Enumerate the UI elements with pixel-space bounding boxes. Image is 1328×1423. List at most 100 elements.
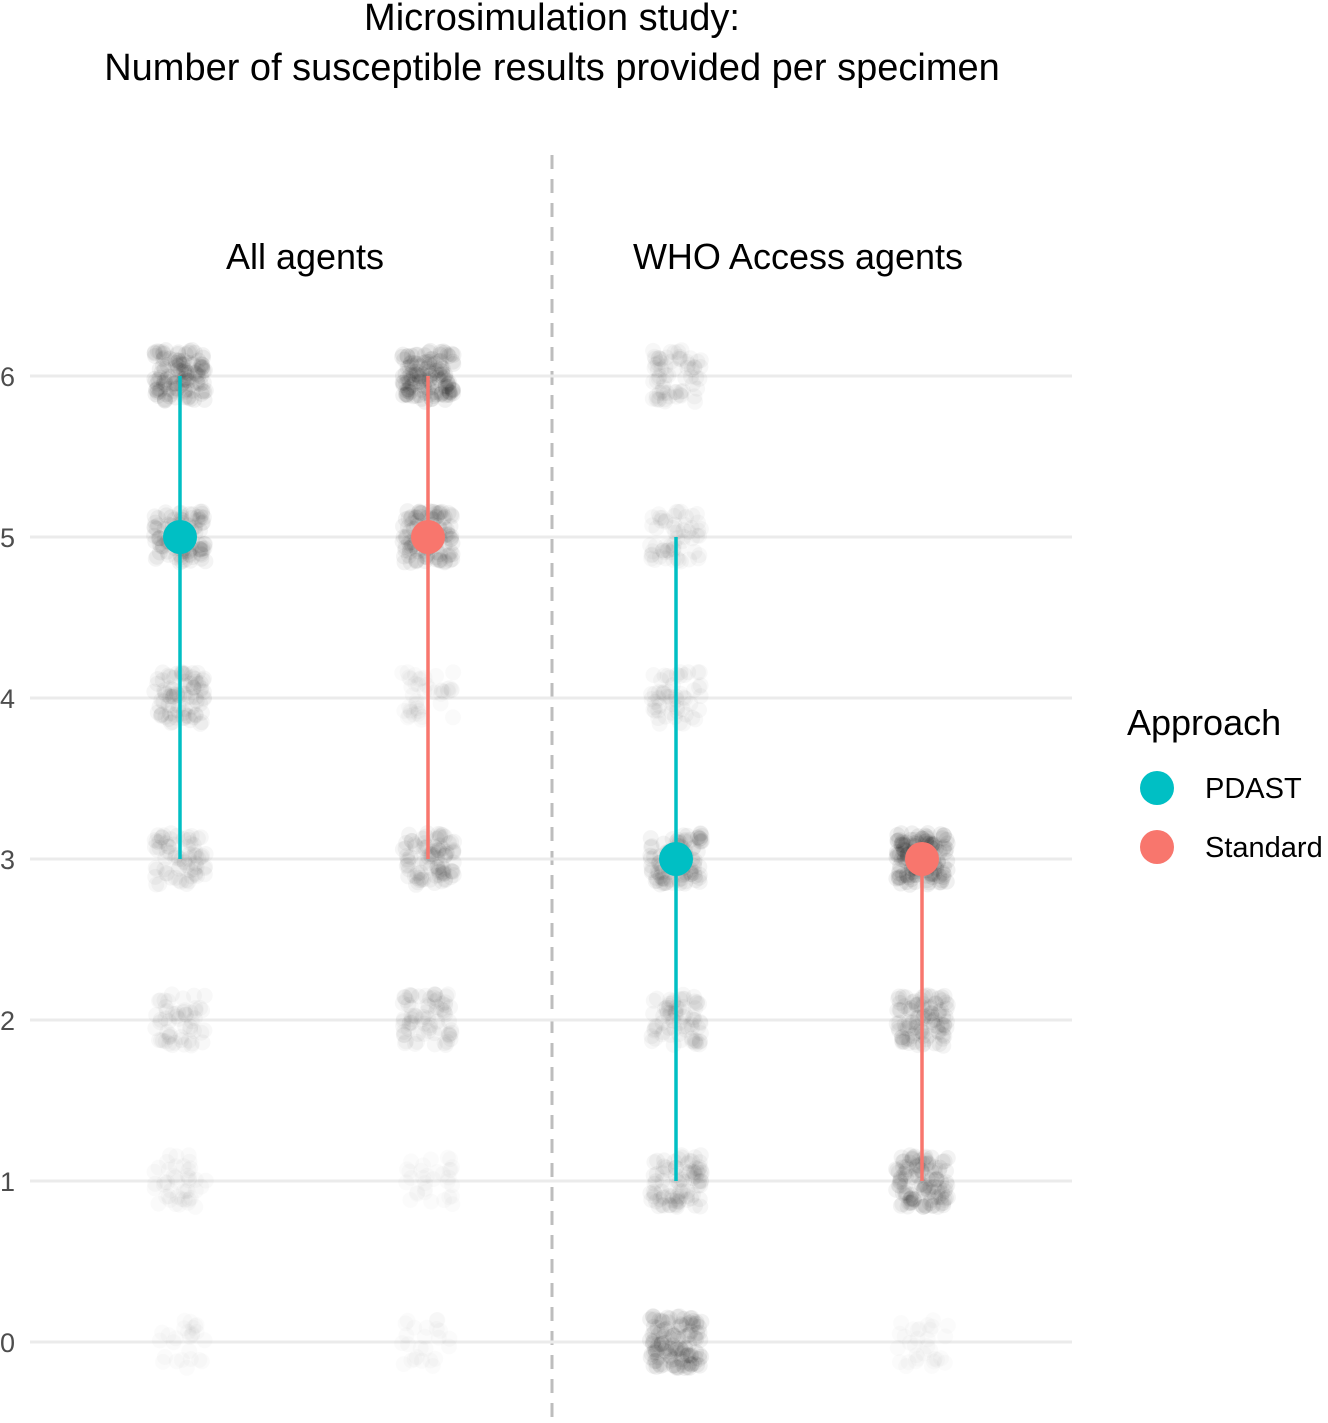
- jitter-point: [443, 530, 459, 547]
- jitter-point: [147, 386, 164, 403]
- jitter-point: [690, 1318, 707, 1335]
- jitter-point: [173, 874, 189, 890]
- jitter-point: [421, 353, 438, 370]
- jitter-point: [396, 554, 413, 571]
- jitter-point: [186, 391, 203, 408]
- jitter-point: [889, 1002, 906, 1019]
- jitter-point: [433, 359, 450, 376]
- jitter-point: [655, 875, 672, 892]
- jitter-point: [435, 866, 451, 882]
- jitter-point: [934, 1185, 951, 1202]
- jitter-point: [180, 344, 197, 361]
- jitter-point: [445, 664, 461, 680]
- jitter-point: [397, 1035, 413, 1051]
- jitter-point: [935, 827, 952, 844]
- jitter-point: [187, 364, 203, 381]
- jitter-point: [398, 529, 415, 546]
- jitter-point: [902, 1002, 919, 1019]
- jitter-point: [689, 843, 706, 860]
- jitter-point: [913, 1196, 929, 1213]
- y-tick-label-3: 3: [0, 845, 15, 875]
- jitter-point: [417, 384, 434, 401]
- jitter-point: [927, 1159, 944, 1176]
- jitter-point: [408, 387, 424, 404]
- jitter-point: [663, 344, 679, 360]
- jitter-point: [403, 347, 420, 364]
- jitter-point: [403, 354, 420, 371]
- jitter-point: [430, 505, 447, 522]
- jitter-point: [670, 1325, 687, 1342]
- jitter-point: [147, 1020, 163, 1036]
- jitter-point: [172, 356, 189, 373]
- jitter-point: [691, 371, 707, 387]
- jitter-point: [148, 520, 165, 537]
- jitter-point: [442, 552, 459, 569]
- jitter-point: [905, 1190, 922, 1207]
- jitter-point: [897, 1020, 914, 1037]
- jitter-point: [896, 1033, 912, 1050]
- jitter-point: [939, 835, 956, 852]
- jitter-point: [444, 353, 461, 370]
- jitter-point: [653, 1323, 670, 1340]
- jitter-point: [689, 1325, 706, 1341]
- jitter-point: [938, 873, 955, 890]
- jitter-point: [411, 387, 428, 404]
- jitter-point: [937, 844, 954, 861]
- jitter-point: [147, 550, 164, 567]
- jitter-point: [934, 992, 951, 1009]
- jitter-point: [937, 994, 954, 1011]
- jitter-point: [897, 1164, 914, 1181]
- jitter-point: [160, 368, 177, 385]
- jitter-point: [189, 363, 206, 379]
- jitter-point: [150, 517, 166, 534]
- jitter-point: [895, 867, 912, 884]
- jitter-point: [936, 1153, 953, 1170]
- jitter-point: [906, 1191, 923, 1208]
- jitter-point: [441, 546, 458, 563]
- jitter-point: [400, 373, 417, 389]
- jitter-point: [650, 1326, 667, 1343]
- jitter-point: [193, 359, 210, 375]
- jitter-point: [901, 1154, 918, 1171]
- jitter-point: [149, 375, 166, 392]
- jitter-point: [162, 386, 179, 403]
- jitter-point: [693, 1348, 710, 1365]
- jitter-point: [443, 528, 460, 545]
- jitter-point: [177, 1313, 193, 1329]
- jitter-point: [677, 1341, 693, 1358]
- jitter-point: [158, 507, 175, 524]
- jitter-point: [893, 1149, 910, 1166]
- jitter-point: [668, 1358, 685, 1375]
- jitter-point: [923, 1005, 940, 1022]
- jitter-point: [149, 343, 166, 360]
- jitter-point: [157, 376, 174, 393]
- jitter-point: [920, 1156, 937, 1172]
- jitter-point: [656, 1158, 672, 1174]
- jitter-point: [903, 1190, 920, 1206]
- jitter-point: [165, 382, 182, 399]
- jitter-point: [152, 381, 169, 398]
- jitter-point: [917, 1197, 934, 1214]
- jitter-point: [685, 1313, 702, 1329]
- jitter-point: [691, 866, 708, 883]
- jitter-point: [691, 858, 708, 875]
- jitter-point: [894, 1029, 910, 1046]
- jitter-point: [935, 1194, 952, 1211]
- jitter-point: [445, 709, 461, 725]
- jitter-point: [404, 357, 421, 374]
- jitter-point: [889, 827, 906, 843]
- jitter-point: [916, 1181, 932, 1198]
- jitter-point: [894, 1031, 911, 1048]
- jitter-point: [402, 554, 419, 571]
- jitter-point: [406, 355, 423, 371]
- jitter-point: [898, 1168, 914, 1185]
- jitter-point: [182, 1329, 198, 1345]
- jitter-point: [427, 551, 444, 568]
- jitter-point: [678, 1347, 695, 1364]
- jitter-point: [890, 1020, 907, 1037]
- jitter-point: [893, 1029, 910, 1046]
- jitter-point: [440, 547, 456, 564]
- jitter-point: [442, 384, 458, 401]
- jitter-point: [889, 833, 906, 849]
- jitter-point: [903, 1194, 920, 1211]
